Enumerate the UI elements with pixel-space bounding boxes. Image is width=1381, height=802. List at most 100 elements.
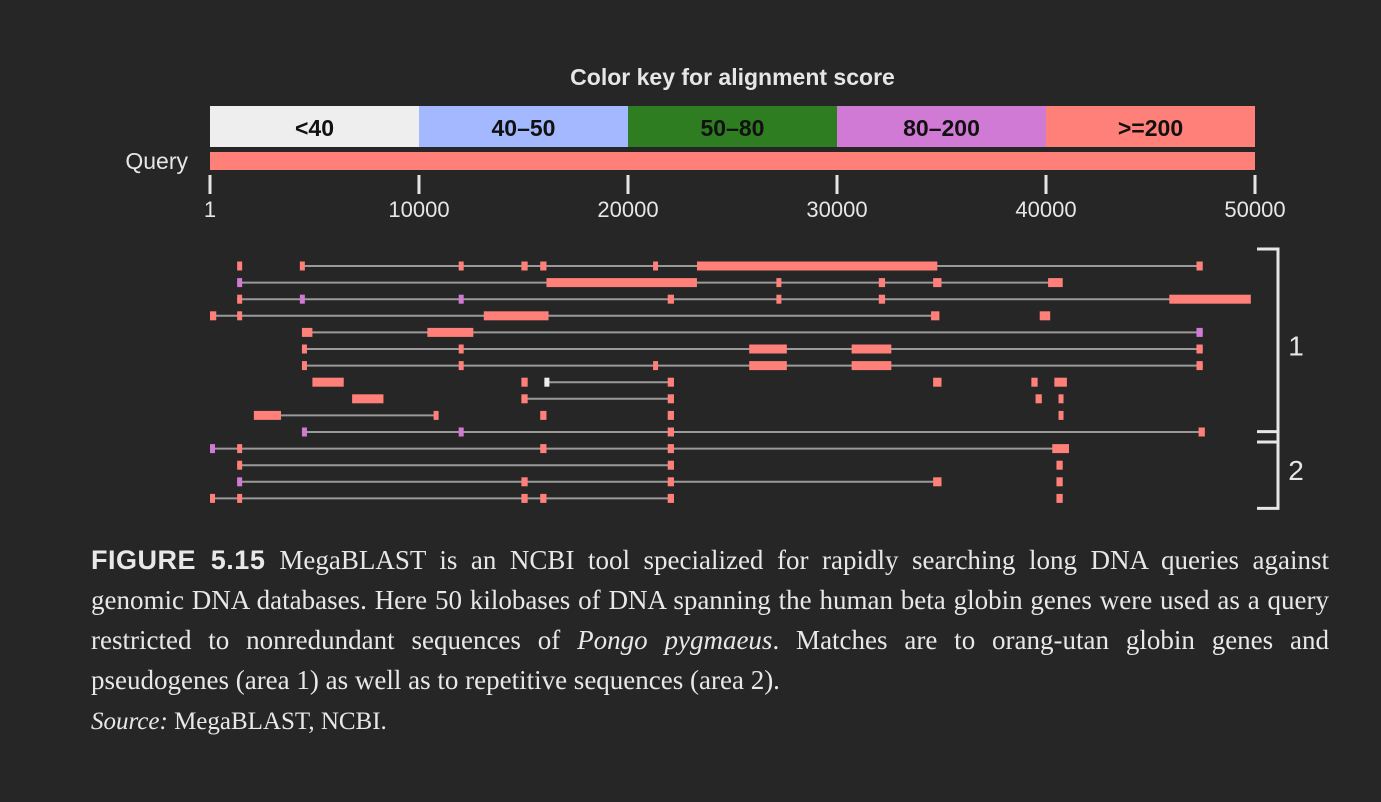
hit-segment-11-4: [1052, 444, 1069, 454]
hit-segment-13-1: [521, 477, 528, 487]
hit-segment-3-3: [931, 311, 940, 321]
legend-swatch-4: [1046, 106, 1255, 147]
x-tick-label-2: 20000: [597, 197, 658, 222]
hit-segment-10-3: [1198, 427, 1205, 437]
hit-segment-3-4: [1039, 311, 1051, 321]
legend-label-0: <40: [295, 115, 334, 141]
hit-segment-12-1: [667, 460, 674, 470]
hit-segment-5-0: [301, 344, 307, 354]
hit-segment-5-1: [458, 344, 464, 354]
hit-segment-0-5: [653, 261, 659, 271]
x-tick-label-4: 40000: [1015, 197, 1076, 222]
hit-segment-2-2: [458, 294, 464, 304]
legend-label-4: >=200: [1118, 115, 1183, 141]
area-label-0: 1: [1288, 331, 1304, 362]
hit-segment-10-0: [301, 427, 307, 437]
x-tick-label-1: 10000: [388, 197, 449, 222]
hit-segment-7-1: [521, 377, 528, 387]
hit-segment-7-2: [544, 377, 550, 387]
area-label-1: 2: [1288, 455, 1304, 486]
hit-segment-11-0: [210, 444, 215, 454]
hit-segment-3-0: [210, 311, 217, 321]
legend-swatch-3: [837, 106, 1046, 147]
hit-segment-11-3: [667, 444, 674, 454]
x-tick-label-5: 50000: [1224, 197, 1285, 222]
hit-segment-2-4: [776, 294, 782, 304]
hit-segment-1-3: [878, 278, 886, 288]
source-label: Source:: [91, 708, 168, 735]
hit-segment-6-0: [301, 361, 307, 371]
hit-segment-3-1: [237, 311, 243, 321]
hit-segment-0-3: [521, 261, 528, 271]
hit-segment-5-4: [1196, 344, 1203, 354]
hit-segment-3-2: [483, 311, 549, 321]
hit-segment-14-1: [237, 493, 243, 503]
hit-segment-6-2: [653, 361, 659, 371]
area-bracket-0: [1257, 247, 1280, 444]
hit-segment-2-3: [667, 294, 674, 304]
hit-segment-14-5: [1056, 493, 1063, 503]
hit-segment-11-2: [540, 444, 547, 454]
hit-segment-1-1: [546, 278, 697, 288]
legend-label-2: 50–80: [701, 115, 765, 141]
hit-segment-8-1: [521, 394, 528, 404]
hit-segment-0-2: [458, 261, 464, 271]
hit-segment-4-1: [427, 327, 474, 337]
hit-segment-1-4: [933, 278, 942, 288]
query-label: Query: [125, 148, 188, 174]
legend-swatch-2: [628, 106, 837, 147]
legend-swatch-1: [419, 106, 628, 147]
hit-segment-2-0: [237, 294, 243, 304]
legend-swatch-0: [210, 106, 419, 147]
hit-segment-8-3: [1035, 394, 1042, 404]
hit-segment-9-4: [1058, 410, 1064, 420]
figure-source: Source: MegaBLAST, NCBI.: [91, 708, 387, 736]
hit-segment-13-2: [667, 477, 674, 487]
hit-segment-6-4: [851, 361, 892, 371]
hit-segment-4-0: [301, 327, 313, 337]
alignment-chart: Color key for alignment score <40 40–50 50–…: [125, 64, 1304, 510]
hit-segment-2-6: [1169, 294, 1251, 304]
hit-segment-7-6: [1054, 377, 1067, 387]
caption-species: Pongo pygmaeus: [577, 625, 773, 655]
hit-segment-14-2: [521, 493, 528, 503]
hit-segment-2-1: [299, 294, 305, 304]
hit-segment-6-1: [458, 361, 464, 371]
x-tick-label-0: 1: [204, 197, 216, 222]
hit-segment-0-4: [540, 261, 547, 271]
area-bracket-1: [1257, 430, 1280, 510]
query-bar: [210, 152, 1255, 170]
hit-segment-1-2: [776, 278, 782, 288]
hit-segment-13-3: [933, 477, 942, 487]
hit-segment-2-5: [878, 294, 886, 304]
legend-label-3: 80–200: [903, 115, 980, 141]
caption-text-1: MegaBLAST is an NCBI tool specialized fo…: [91, 545, 1329, 655]
hit-segment-5-2: [749, 344, 787, 354]
hit-segment-0-7: [1196, 261, 1203, 271]
hit-segment-7-4: [933, 377, 942, 387]
hit-segment-14-4: [667, 493, 674, 503]
hit-segment-1-0: [237, 278, 243, 288]
hit-segment-8-4: [1058, 394, 1064, 404]
hit-segment-0-1: [299, 261, 305, 271]
source-text: MegaBLAST, NCBI.: [167, 708, 387, 735]
hit-segment-13-4: [1056, 477, 1063, 487]
hit-segment-8-2: [667, 394, 674, 404]
hit-segment-5-3: [851, 344, 892, 354]
hit-segment-12-2: [1056, 460, 1063, 470]
hit-segment-6-3: [749, 361, 787, 371]
figure-caption: FIGURE 5.15 MegaBLAST is an NCBI tool spe…: [91, 540, 1329, 700]
hit-segment-9-1: [433, 410, 439, 420]
hit-segment-0-6: [696, 261, 938, 271]
hit-segment-7-5: [1031, 377, 1038, 387]
hit-segment-14-3: [540, 493, 547, 503]
hit-segment-1-5: [1048, 278, 1063, 288]
hit-segment-9-3: [667, 410, 674, 420]
legend-label-1: 40–50: [492, 115, 556, 141]
hit-segment-9-2: [540, 410, 547, 420]
hit-segment-7-3: [667, 377, 674, 387]
hit-segment-10-2: [667, 427, 674, 437]
hit-segment-7-0: [312, 377, 344, 387]
chart-title: Color key for alignment score: [570, 64, 895, 90]
hit-segment-13-0: [237, 477, 243, 487]
